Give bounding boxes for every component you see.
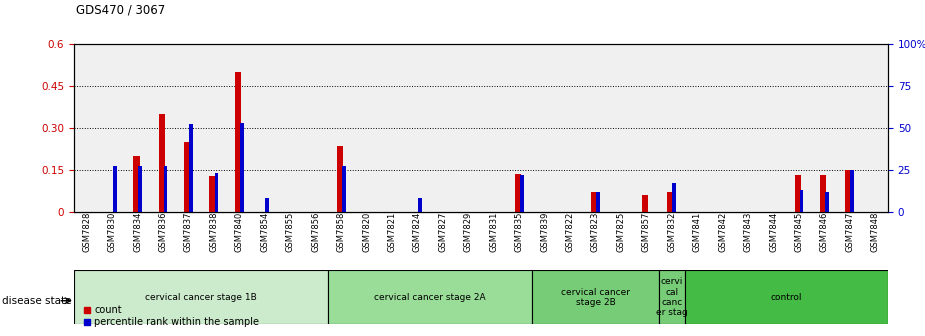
Text: GSM7843: GSM7843 — [744, 212, 753, 252]
Bar — [825, 192, 829, 212]
Text: GSM7835: GSM7835 — [514, 212, 524, 252]
Bar — [328, 270, 532, 324]
Text: cervi
cal
canc
er stag: cervi cal canc er stag — [656, 277, 687, 318]
Bar — [74, 270, 328, 324]
Bar — [133, 156, 140, 212]
Text: GSM7855: GSM7855 — [286, 212, 295, 252]
Text: GSM7834: GSM7834 — [133, 212, 142, 252]
Bar — [158, 114, 165, 212]
Text: GSM7828: GSM7828 — [82, 212, 92, 252]
Bar — [684, 270, 888, 324]
Bar — [591, 192, 598, 212]
Bar — [164, 166, 167, 212]
Text: GSM7856: GSM7856 — [311, 212, 320, 252]
Text: GSM7844: GSM7844 — [769, 212, 778, 252]
Bar — [138, 166, 142, 212]
Text: GSM7842: GSM7842 — [718, 212, 727, 252]
Text: GSM7847: GSM7847 — [845, 212, 855, 252]
Text: GSM7857: GSM7857 — [642, 212, 651, 252]
Bar — [596, 192, 600, 212]
Bar — [184, 142, 191, 212]
Bar — [532, 270, 659, 324]
Legend: count, percentile rank within the sample: count, percentile rank within the sample — [79, 301, 264, 331]
Bar — [418, 198, 422, 212]
Text: cervical cancer stage 2A: cervical cancer stage 2A — [375, 293, 486, 302]
Bar — [235, 72, 241, 212]
Bar — [820, 175, 826, 212]
Bar — [189, 124, 193, 212]
Bar — [215, 173, 218, 212]
Text: GSM7830: GSM7830 — [107, 212, 117, 252]
Bar — [514, 174, 521, 212]
Text: GSM7824: GSM7824 — [413, 212, 422, 252]
Text: disease state: disease state — [2, 296, 71, 306]
Text: GSM7858: GSM7858 — [337, 212, 346, 252]
Bar — [337, 146, 343, 212]
Text: GSM7854: GSM7854 — [260, 212, 269, 252]
Text: GDS470 / 3067: GDS470 / 3067 — [76, 3, 165, 16]
Text: GSM7829: GSM7829 — [463, 212, 473, 252]
Text: GSM7845: GSM7845 — [795, 212, 804, 252]
Text: GSM7820: GSM7820 — [362, 212, 371, 252]
Bar — [845, 170, 852, 212]
Bar — [672, 183, 676, 212]
Text: GSM7832: GSM7832 — [667, 212, 676, 252]
Text: GSM7822: GSM7822 — [565, 212, 574, 252]
Bar — [667, 192, 673, 212]
Text: GSM7839: GSM7839 — [540, 212, 549, 252]
Text: GSM7827: GSM7827 — [438, 212, 448, 252]
Text: GSM7837: GSM7837 — [184, 212, 193, 252]
Bar — [850, 170, 855, 212]
Bar — [209, 176, 216, 212]
Text: GSM7836: GSM7836 — [158, 212, 167, 252]
Text: GSM7821: GSM7821 — [388, 212, 397, 252]
Text: GSM7831: GSM7831 — [489, 212, 499, 252]
Bar — [795, 175, 801, 212]
Text: cervical cancer stage 1B: cervical cancer stage 1B — [145, 293, 257, 302]
Bar — [240, 123, 244, 212]
Text: GSM7823: GSM7823 — [591, 212, 600, 252]
Text: GSM7838: GSM7838 — [209, 212, 218, 252]
Text: GSM7841: GSM7841 — [693, 212, 702, 252]
Text: cervical cancer
stage 2B: cervical cancer stage 2B — [561, 288, 630, 307]
Bar — [265, 198, 269, 212]
Bar — [642, 195, 648, 212]
Bar — [520, 175, 524, 212]
Text: GSM7840: GSM7840 — [235, 212, 244, 252]
Bar — [341, 166, 346, 212]
Text: GSM7846: GSM7846 — [820, 212, 829, 252]
Text: GSM7825: GSM7825 — [616, 212, 625, 252]
Bar — [799, 190, 804, 212]
Text: control: control — [771, 293, 802, 302]
Bar — [659, 270, 684, 324]
Text: GSM7848: GSM7848 — [870, 212, 880, 252]
Bar — [113, 166, 117, 212]
